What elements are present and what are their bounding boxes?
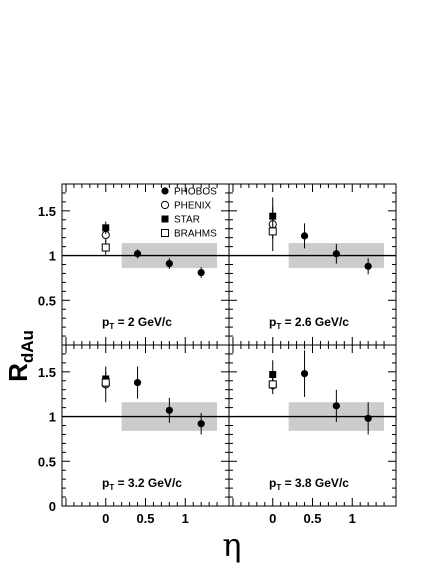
legend-label-star: STAR	[174, 215, 200, 226]
data-point-phobos	[364, 414, 372, 422]
x-tick-label: 1	[349, 511, 356, 526]
y-tick-label: 0.5	[38, 293, 56, 308]
panel-label-sub: T	[276, 483, 281, 492]
panel-label-sub: T	[276, 322, 281, 331]
data-point-brahms	[101, 378, 110, 387]
legend-entry-phobos: PHOBOS	[161, 187, 217, 198]
panel-label-p: p	[269, 476, 276, 490]
y-axis-title: RdAu	[3, 330, 37, 382]
y-axis-title-main: R	[3, 363, 33, 382]
panel-label: pT = 2.6 GeV/c	[269, 315, 349, 331]
data-point-phobos	[332, 250, 340, 258]
panel-4: pT = 3.8 GeV/c	[228, 344, 397, 507]
panel-label: pT = 2 GeV/c	[102, 315, 172, 331]
x-tick-label: 0	[269, 511, 276, 526]
data-point-brahms	[268, 227, 277, 236]
data-point-brahms	[268, 380, 277, 389]
x-tick-label: 0.5	[136, 511, 154, 526]
panel-label: pT = 3.8 GeV/c	[269, 476, 349, 492]
y-tick-label: 0	[49, 499, 56, 514]
legend-marker-phobos	[161, 187, 169, 195]
panel-label-p: p	[102, 476, 109, 490]
legend-label-phenix: PHENIX	[174, 201, 212, 212]
x-tick-label: 0.5	[303, 511, 321, 526]
data-point-phobos	[133, 250, 142, 258]
data-point-star	[102, 224, 110, 232]
data-point-phobos	[197, 268, 205, 277]
legend-label-phobos: PHOBOS	[174, 187, 217, 198]
legend-label-brahms: BRAHMS	[174, 229, 217, 240]
panel-label-rest: = 3.2 GeV/c	[114, 476, 182, 490]
panel-3: pT = 3.2 GeV/c	[61, 344, 230, 507]
data-point-phobos	[165, 406, 173, 414]
x-tick-label: 1	[182, 511, 189, 526]
legend-marker-star	[161, 215, 169, 223]
data-point-phobos	[300, 370, 309, 378]
legend-entry-brahms: BRAHMS	[161, 229, 217, 240]
panel-label-p: p	[102, 315, 109, 329]
panel-label-rest: = 3.8 GeV/c	[281, 476, 349, 490]
data-point-phobos	[197, 420, 205, 428]
panel-label-sub: T	[109, 483, 114, 492]
panel-label-rest: = 2.6 GeV/c	[281, 315, 349, 329]
x-axis-title: η	[222, 526, 241, 564]
data-point-phobos	[165, 260, 173, 268]
data-point-star	[269, 371, 277, 379]
legend-entry-phenix: PHENIX	[160, 200, 212, 212]
legend-entry-star: STAR	[161, 215, 200, 226]
y-axis-title-sub: dAu	[18, 330, 37, 363]
panel-label-p: p	[269, 315, 276, 329]
panel-label: pT = 3.2 GeV/c	[102, 476, 182, 492]
y-tick-label: 1	[49, 249, 56, 264]
data-point-phobos	[133, 378, 142, 387]
y-tick-label: 1.5	[38, 365, 56, 380]
legend: PHOBOS PHENIX STAR BRAHMS	[160, 187, 217, 240]
ticks-layer: 0.5 1 1.5 0.5 1 1.5 0 0 0.5 1 0 0.5 1	[38, 204, 356, 526]
x-tick-label: 0	[102, 511, 109, 526]
data-point-phobos	[364, 262, 372, 270]
panels-layer: pT = 2 GeV/c pT = 2.6 GeV/cpT = 3.2 GeV/c…	[61, 183, 397, 507]
data-point-brahms	[101, 243, 110, 252]
y-axis-title-text: RdAu	[3, 330, 37, 382]
legend-marker-brahms	[161, 229, 169, 237]
y-tick-label: 0.5	[38, 454, 56, 469]
y-tick-label: 1	[49, 410, 56, 425]
legend-marker-phenix	[160, 200, 170, 210]
panel-label-sub: T	[109, 322, 114, 331]
data-point-phobos	[332, 402, 340, 410]
data-point-phobos	[300, 232, 309, 240]
panel-2: pT = 2.6 GeV/c	[228, 183, 397, 346]
panel-label-rest: = 2 GeV/c	[114, 315, 172, 329]
data-point-star	[269, 212, 277, 220]
y-tick-label: 1.5	[38, 204, 56, 219]
